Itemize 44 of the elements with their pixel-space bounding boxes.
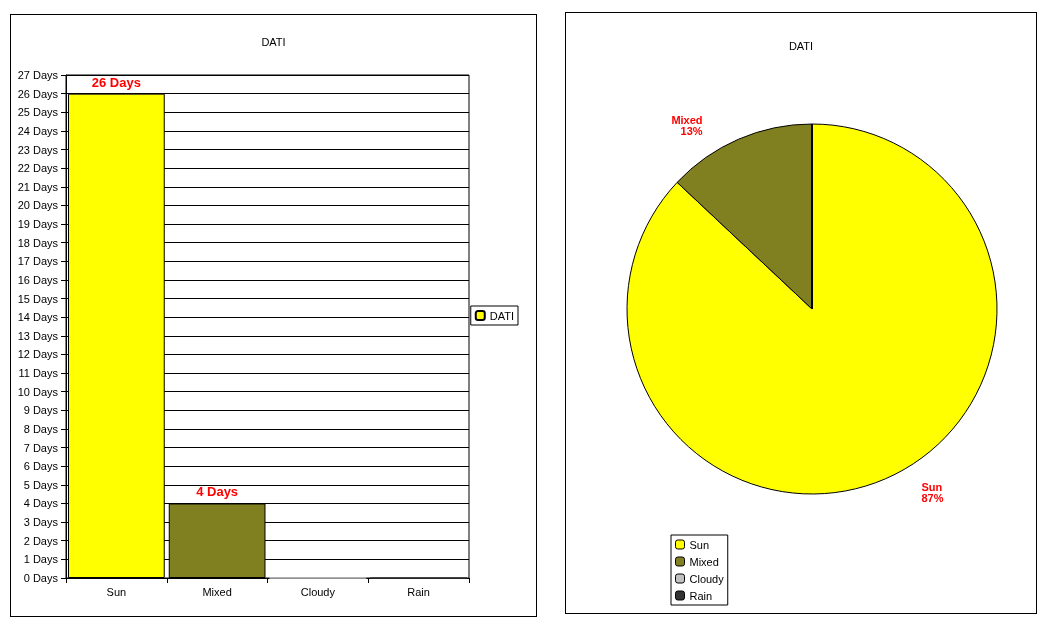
chart-title: DATI (788, 39, 814, 52)
y-tick-label: 4 Days (23, 497, 59, 510)
y-tick-label: 19 Days (17, 218, 59, 231)
y-tick-label: 0 Days (23, 572, 59, 584)
data-label: 13% (680, 124, 703, 137)
legend-label: Mixed (689, 555, 719, 568)
y-tick-label: 16 Days (17, 273, 59, 286)
y-tick-label: 24 Days (17, 124, 59, 137)
y-tick-label: 7 Days (23, 441, 59, 454)
x-tick-label: Rain (407, 585, 430, 598)
slice-label: Mixed (671, 113, 703, 126)
y-tick-label: 26 Days (17, 87, 59, 100)
y-tick-label: 20 Days (17, 199, 59, 212)
y-tick-label: 13 Days (17, 329, 59, 342)
x-tick-label: Sun (106, 585, 127, 598)
legend-label: Sun (689, 538, 710, 551)
y-tick-label: 27 Days (17, 69, 59, 81)
y-tick-label: 14 Days (17, 311, 59, 324)
y-tick-label: 1 Days (23, 553, 59, 566)
chart-title: DATI (261, 35, 286, 48)
y-tick-label: 2 Days (23, 534, 59, 547)
legend-label: Cloudy (689, 572, 725, 585)
y-tick-label: 18 Days (17, 236, 59, 249)
data-label: 26 Days (91, 74, 141, 90)
y-tick-label: 6 Days (23, 460, 59, 473)
y-tick-label: 21 Days (17, 180, 59, 193)
y-tick-label: 11 Days (18, 367, 59, 380)
y-tick-label: 3 Days (23, 516, 59, 529)
y-tick-label: 8 Days (23, 422, 59, 435)
y-tick-label: 12 Days (17, 348, 59, 361)
x-tick-label: Mixed (202, 585, 232, 598)
y-tick-label: 23 Days (17, 143, 59, 156)
y-tick-label: 17 Days (17, 255, 59, 268)
y-tick-label: 22 Days (17, 162, 59, 175)
y-tick-label: 9 Days (23, 404, 59, 417)
legend-label: DATI (489, 309, 515, 322)
data-label: 87% (921, 492, 944, 505)
y-tick-label: 10 Days (17, 385, 59, 398)
y-tick-label: 5 Days (23, 478, 59, 491)
x-tick-label: Cloudy (300, 585, 336, 598)
slice-label: Sun (921, 481, 943, 494)
y-tick-label: 25 Days (17, 106, 59, 119)
y-tick-label: 15 Days (17, 292, 59, 305)
data-label: 4 Days (196, 484, 239, 500)
